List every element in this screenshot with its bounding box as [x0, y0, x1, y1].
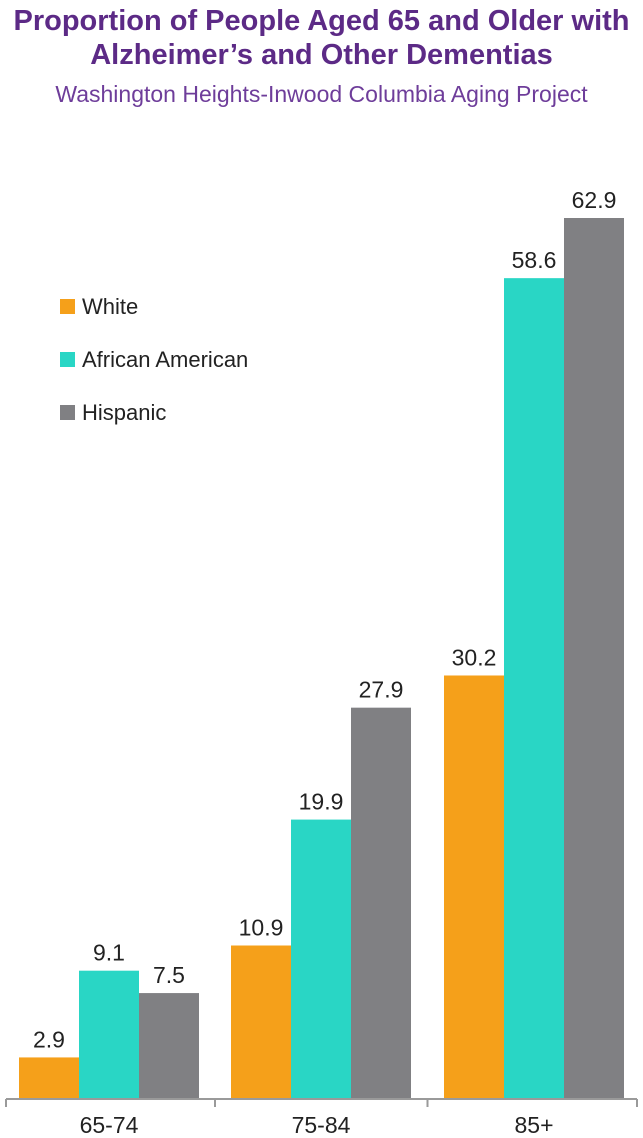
bar-75-84-african-american: [291, 819, 351, 1098]
legend-swatch: [60, 299, 75, 314]
data-label: 10.9: [239, 915, 284, 941]
data-label: 9.1: [93, 940, 125, 966]
bar-65-74-hispanic: [139, 993, 199, 1098]
data-label: 7.5: [153, 962, 185, 988]
data-label: 62.9: [572, 187, 617, 213]
legend-entry: Hispanic: [82, 400, 166, 425]
data-label: 30.2: [452, 644, 497, 670]
bar-85+-white: [444, 675, 504, 1098]
legend-entry: White: [82, 294, 138, 319]
chart-title: Proportion of People Aged 65 and Older w…: [13, 5, 630, 71]
data-label: 2.9: [33, 1026, 65, 1052]
bar-85+-hispanic: [564, 218, 624, 1098]
x-tick-label: 75-84: [292, 1112, 351, 1138]
data-label: 27.9: [359, 677, 404, 703]
x-tick-label: 85+: [514, 1112, 553, 1138]
legend-swatch: [60, 405, 75, 420]
data-label: 19.9: [299, 789, 344, 815]
data-label: 58.6: [512, 247, 557, 273]
bar-65-74-african-american: [79, 970, 139, 1098]
bar-85+-african-american: [504, 278, 564, 1098]
legend-entry: African American: [82, 347, 248, 372]
chart-subtitle: Washington Heights-Inwood Columbia Aging…: [55, 81, 588, 107]
bar-75-84-white: [231, 945, 291, 1098]
bar-65-74-white: [19, 1057, 79, 1098]
bar-75-84-hispanic: [351, 707, 411, 1098]
x-tick-label: 65-74: [80, 1112, 139, 1138]
legend-swatch: [60, 352, 75, 367]
